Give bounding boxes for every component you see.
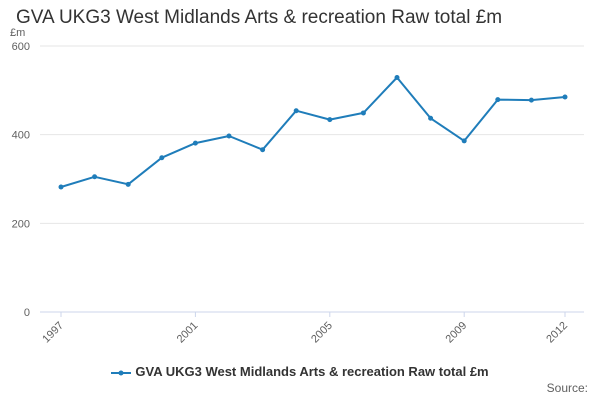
x-tick-label-2005: 2005 [309, 320, 335, 346]
data-point-2012[interactable] [562, 94, 568, 100]
data-point-2002[interactable] [226, 133, 232, 139]
data-point-1998[interactable] [92, 174, 98, 180]
x-tick-label-2001: 2001 [175, 320, 201, 346]
y-axis-unit-label: £m [10, 27, 26, 39]
y-tick-label-200: 200 [12, 218, 30, 230]
data-point-2000[interactable] [159, 155, 165, 161]
data-point-2011[interactable] [528, 97, 534, 103]
data-point-2005[interactable] [327, 117, 333, 123]
y-tick-label-400: 400 [12, 130, 30, 142]
data-point-2006[interactable] [360, 110, 366, 116]
y-tick-label-600: 600 [12, 41, 30, 53]
legend-label: GVA UKG3 West Midlands Arts & recreation… [135, 364, 489, 379]
series-line-0 [60, 76, 566, 188]
source-label[interactable]: Source: [546, 381, 588, 395]
data-point-2007[interactable] [394, 74, 400, 80]
data-point-2009[interactable] [461, 138, 467, 144]
x-tick-label-2009: 2009 [444, 320, 470, 346]
data-point-2003[interactable] [260, 147, 266, 153]
chart-title: GVA UKG3 West Midlands Arts & recreation… [16, 7, 503, 28]
legend-swatch [111, 370, 132, 376]
data-point-2001[interactable] [192, 140, 198, 146]
data-point-2010[interactable] [495, 97, 501, 103]
x-tick-label-2012: 2012 [544, 320, 570, 346]
x-tick-label-1997: 1997 [40, 320, 66, 346]
data-point-1999[interactable] [125, 181, 131, 187]
data-point-1997[interactable] [58, 184, 64, 190]
data-point-2008[interactable] [428, 115, 434, 121]
y-tick-label-0: 0 [24, 307, 30, 319]
data-point-2004[interactable] [293, 108, 299, 114]
legend[interactable]: GVA UKG3 West Midlands Arts & recreation… [0, 364, 600, 379]
